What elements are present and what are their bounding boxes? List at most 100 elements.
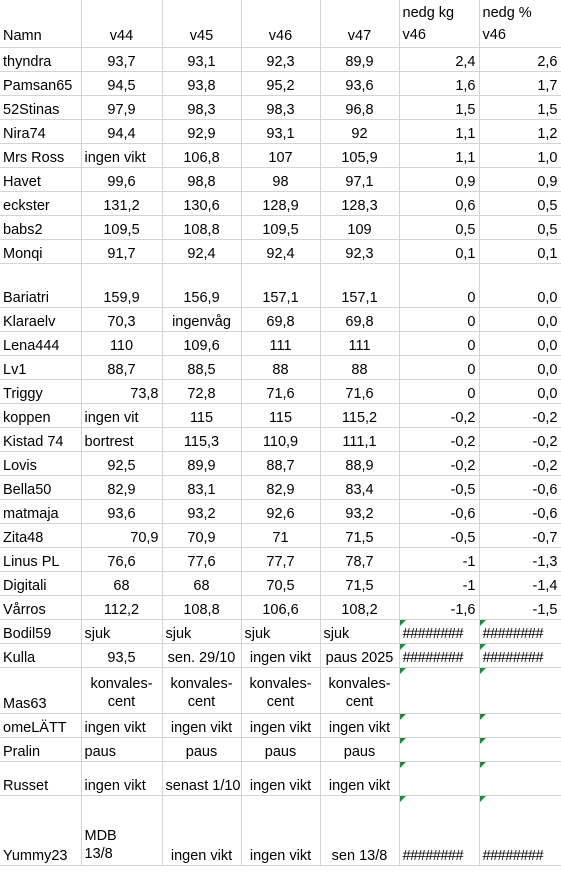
cell-pct[interactable]: 0,0 bbox=[479, 263, 561, 308]
cell-kg[interactable]: -0,5 bbox=[399, 475, 480, 500]
cell-v47[interactable]: 71,5 bbox=[320, 523, 400, 548]
cell-v45[interactable]: 70,9 bbox=[162, 523, 242, 548]
cell-v46[interactable]: 71 bbox=[241, 523, 321, 548]
cell-kg[interactable]: ######## bbox=[399, 643, 480, 668]
cell-v44[interactable]: 82,9 bbox=[81, 475, 163, 500]
cell-v46[interactable]: 92,3 bbox=[241, 47, 321, 72]
cell-kg[interactable]: 0,6 bbox=[399, 191, 480, 216]
cell-v45[interactable]: 92,9 bbox=[162, 119, 242, 144]
cell-v44[interactable]: sjuk bbox=[81, 619, 163, 644]
cell-pct[interactable]: 0,0 bbox=[479, 331, 561, 356]
cell-v44[interactable]: ingen vikt bbox=[81, 761, 163, 796]
cell-v46[interactable]: 110,9 bbox=[241, 427, 321, 452]
cell-pct[interactable]: 0,5 bbox=[479, 215, 561, 240]
cell-v47[interactable]: paus 2025 bbox=[320, 643, 400, 668]
header-v45[interactable]: v45 bbox=[162, 0, 242, 48]
cell-pct[interactable]: 1,7 bbox=[479, 71, 561, 96]
cell-pct[interactable]: 0,9 bbox=[479, 167, 561, 192]
cell-v47[interactable]: 88,9 bbox=[320, 451, 400, 476]
cell-kg[interactable]: 0,9 bbox=[399, 167, 480, 192]
cell-pct[interactable]: -0,2 bbox=[479, 427, 561, 452]
cell-pct[interactable]: 0,1 bbox=[479, 239, 561, 264]
cell-v45[interactable]: 92,4 bbox=[162, 239, 242, 264]
cell-v44[interactable]: 94,5 bbox=[81, 71, 163, 96]
cell-name[interactable]: 52Stinas bbox=[0, 95, 82, 120]
cell-name[interactable]: Klaraelv bbox=[0, 307, 82, 332]
cell-v46[interactable]: 98,3 bbox=[241, 95, 321, 120]
cell-v44[interactable]: 110 bbox=[81, 331, 163, 356]
cell-v44[interactable]: 70,3 bbox=[81, 307, 163, 332]
cell-v44[interactable]: 109,5 bbox=[81, 215, 163, 240]
cell-v45[interactable]: 130,6 bbox=[162, 191, 242, 216]
cell-v47[interactable]: 115,2 bbox=[320, 403, 400, 428]
cell-v47[interactable]: sjuk bbox=[320, 619, 400, 644]
cell-kg[interactable]: 2,4 bbox=[399, 47, 480, 72]
cell-v46[interactable]: 69,8 bbox=[241, 307, 321, 332]
cell-v45[interactable]: sjuk bbox=[162, 619, 242, 644]
cell-v47[interactable]: 89,9 bbox=[320, 47, 400, 72]
cell-kg[interactable]: 0 bbox=[399, 263, 480, 308]
cell-kg[interactable] bbox=[399, 667, 480, 714]
cell-v44[interactable]: MDB 13/8 bbox=[81, 795, 163, 866]
cell-v45[interactable]: 93,1 bbox=[162, 47, 242, 72]
cell-v47[interactable]: 97,1 bbox=[320, 167, 400, 192]
cell-v45[interactable]: 98,3 bbox=[162, 95, 242, 120]
cell-v46[interactable]: 95,2 bbox=[241, 71, 321, 96]
cell-v44[interactable]: ingen vikt bbox=[81, 143, 163, 168]
cell-v47[interactable]: 109 bbox=[320, 215, 400, 240]
cell-v45[interactable]: 108,8 bbox=[162, 215, 242, 240]
cell-v47[interactable]: paus bbox=[320, 737, 400, 762]
cell-pct[interactable]: -0,6 bbox=[479, 475, 561, 500]
cell-v44[interactable]: 68 bbox=[81, 571, 163, 596]
cell-v44[interactable]: bortrest bbox=[81, 427, 163, 452]
cell-v44[interactable]: 73,8 bbox=[81, 379, 163, 404]
cell-v47[interactable]: ingen vikt bbox=[320, 713, 400, 738]
cell-v46[interactable]: konvales-cent bbox=[241, 667, 321, 714]
cell-pct[interactable]: 1,0 bbox=[479, 143, 561, 168]
cell-v44[interactable]: 94,4 bbox=[81, 119, 163, 144]
cell-v46[interactable]: 98 bbox=[241, 167, 321, 192]
cell-v45[interactable]: 109,6 bbox=[162, 331, 242, 356]
cell-v47[interactable]: sen 13/8 bbox=[320, 795, 400, 866]
cell-v47[interactable]: 93,2 bbox=[320, 499, 400, 524]
cell-name[interactable]: Bella50 bbox=[0, 475, 82, 500]
header-v47[interactable]: v47 bbox=[320, 0, 400, 48]
cell-v45[interactable]: 72,8 bbox=[162, 379, 242, 404]
cell-pct[interactable]: 0,0 bbox=[479, 307, 561, 332]
cell-v47[interactable]: 83,4 bbox=[320, 475, 400, 500]
cell-v44[interactable]: paus bbox=[81, 737, 163, 762]
cell-v47[interactable]: ingen vikt bbox=[320, 761, 400, 796]
cell-v46[interactable]: 93,1 bbox=[241, 119, 321, 144]
cell-kg[interactable]: -1 bbox=[399, 571, 480, 596]
cell-name[interactable]: Pralin bbox=[0, 737, 82, 762]
cell-name[interactable]: thyndra bbox=[0, 47, 82, 72]
header-nedg-pct[interactable]: nedg % v46 bbox=[479, 0, 561, 48]
cell-kg[interactable]: 0 bbox=[399, 307, 480, 332]
cell-v44[interactable]: ingen vikt bbox=[81, 713, 163, 738]
cell-v46[interactable]: ingen vikt bbox=[241, 713, 321, 738]
cell-kg[interactable] bbox=[399, 737, 480, 762]
cell-v45[interactable]: 115,3 bbox=[162, 427, 242, 452]
cell-v45[interactable]: 83,1 bbox=[162, 475, 242, 500]
cell-v44[interactable]: 112,2 bbox=[81, 595, 163, 620]
cell-pct[interactable]: -1,5 bbox=[479, 595, 561, 620]
cell-v46[interactable]: sjuk bbox=[241, 619, 321, 644]
cell-pct[interactable]: -0,2 bbox=[479, 403, 561, 428]
header-name[interactable]: Namn bbox=[0, 0, 82, 48]
cell-v46[interactable]: 88,7 bbox=[241, 451, 321, 476]
cell-v45[interactable]: 93,2 bbox=[162, 499, 242, 524]
cell-v46[interactable]: 88 bbox=[241, 355, 321, 380]
cell-name[interactable]: Yummy23 bbox=[0, 795, 82, 866]
cell-kg[interactable]: 0,5 bbox=[399, 215, 480, 240]
cell-v47[interactable]: 93,6 bbox=[320, 71, 400, 96]
cell-v46[interactable]: 92,6 bbox=[241, 499, 321, 524]
cell-name[interactable]: eckster bbox=[0, 191, 82, 216]
cell-kg[interactable]: 1,1 bbox=[399, 119, 480, 144]
cell-v44[interactable]: 88,7 bbox=[81, 355, 163, 380]
cell-v46[interactable]: 71,6 bbox=[241, 379, 321, 404]
cell-kg[interactable]: -1,6 bbox=[399, 595, 480, 620]
cell-v45[interactable]: senast 1/10 bbox=[162, 761, 242, 796]
cell-kg[interactable] bbox=[399, 713, 480, 738]
cell-v44[interactable]: ingen vit bbox=[81, 403, 163, 428]
cell-name[interactable]: Digitali bbox=[0, 571, 82, 596]
